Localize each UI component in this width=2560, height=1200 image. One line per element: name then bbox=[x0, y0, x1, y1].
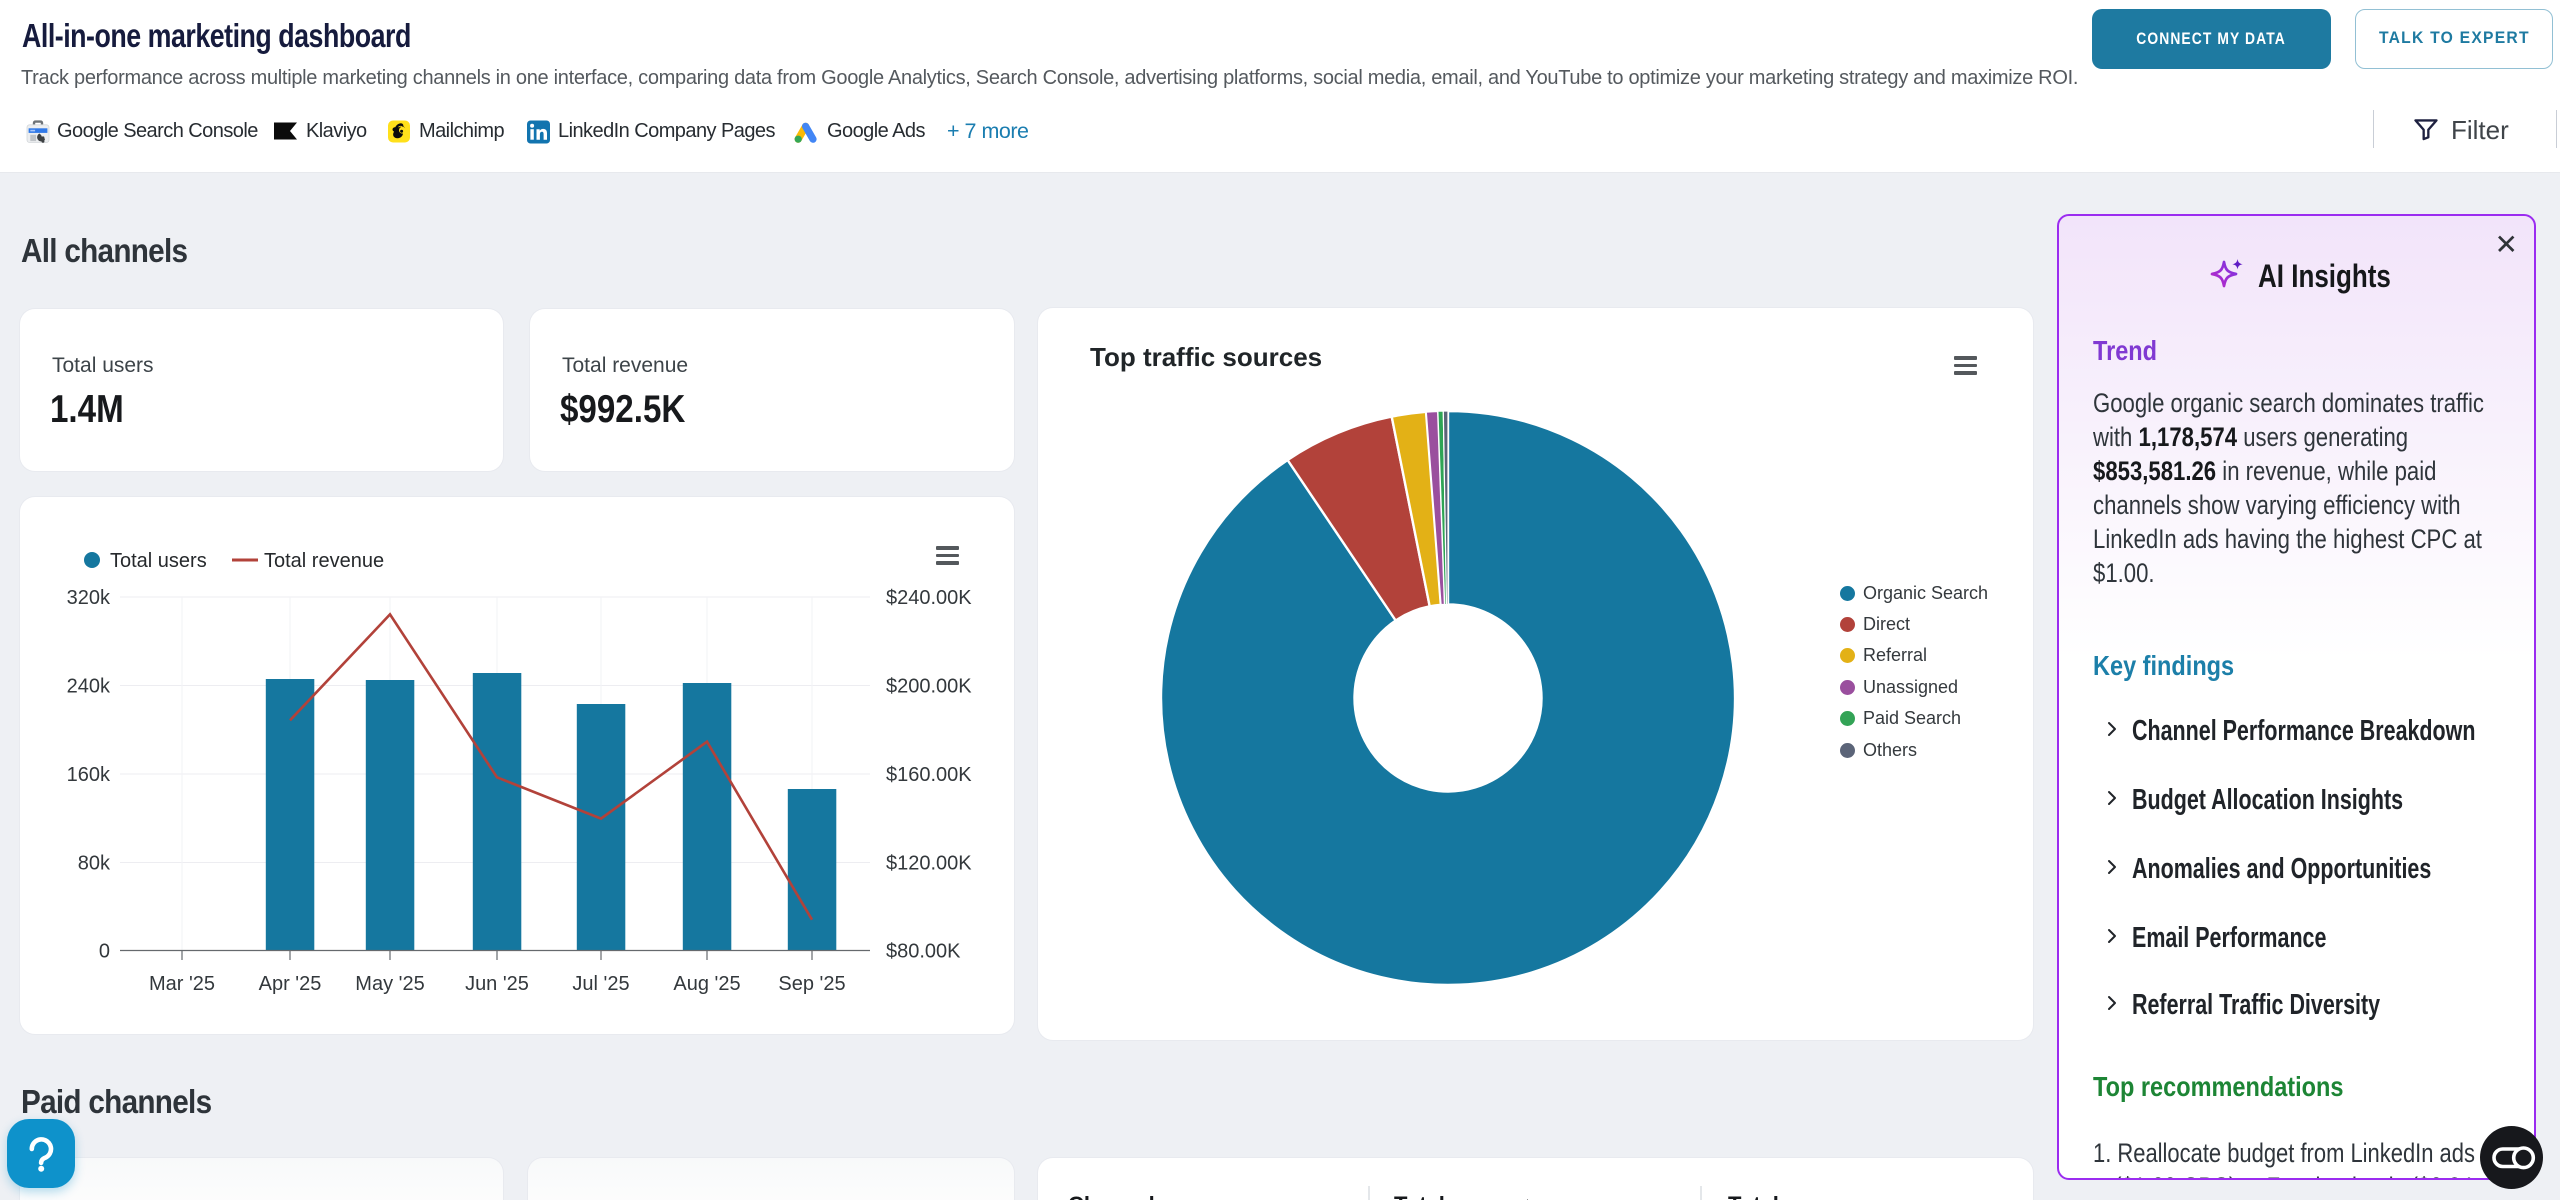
svg-text:320k: 320k bbox=[67, 587, 111, 609]
svg-text:Sep '25: Sep '25 bbox=[778, 973, 845, 995]
svg-text:160k: 160k bbox=[67, 764, 111, 786]
svg-text:0: 0 bbox=[99, 941, 110, 963]
svg-text:$160.00K: $160.00K bbox=[886, 764, 972, 786]
svg-text:Jul '25: Jul '25 bbox=[572, 973, 629, 995]
svg-text:Apr '25: Apr '25 bbox=[259, 973, 322, 995]
svg-text:$240.00K: $240.00K bbox=[886, 587, 972, 609]
svg-text:Mar '25: Mar '25 bbox=[149, 973, 215, 995]
svg-text:$80.00K: $80.00K bbox=[886, 941, 961, 963]
svg-text:80k: 80k bbox=[78, 853, 111, 875]
svg-text:$120.00K: $120.00K bbox=[886, 853, 972, 875]
svg-text:Total users: Total users bbox=[110, 550, 207, 572]
svg-text:May '25: May '25 bbox=[355, 973, 424, 995]
svg-text:$200.00K: $200.00K bbox=[886, 676, 972, 698]
svg-text:240k: 240k bbox=[67, 676, 111, 698]
svg-text:Jun '25: Jun '25 bbox=[465, 973, 529, 995]
svg-text:Aug '25: Aug '25 bbox=[673, 973, 740, 995]
svg-text:Total revenue: Total revenue bbox=[264, 550, 384, 572]
